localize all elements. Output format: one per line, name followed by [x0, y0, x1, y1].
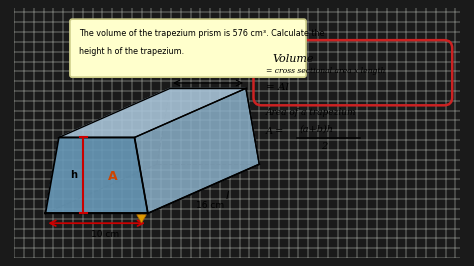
Polygon shape [46, 138, 148, 213]
Polygon shape [59, 88, 246, 138]
Text: height h of the trapezium.: height h of the trapezium. [79, 47, 184, 56]
Text: = cross sectional area x length: = cross sectional area x length [266, 67, 385, 75]
Text: h: h [70, 171, 77, 180]
Text: A: A [108, 170, 118, 183]
Text: The volume of the trapezium prism is 576 cm³. Calculate the: The volume of the trapezium prism is 576… [79, 30, 324, 38]
Text: l: l [226, 192, 229, 201]
Text: 16 cm: 16 cm [196, 201, 224, 210]
Text: = Al: = Al [266, 82, 289, 92]
Text: Area of a trapezium: Area of a trapezium [266, 109, 356, 118]
Text: Volume: Volume [273, 54, 314, 64]
Polygon shape [135, 88, 259, 213]
Text: 8 cm: 8 cm [197, 69, 219, 78]
Text: 2: 2 [321, 142, 327, 151]
FancyBboxPatch shape [70, 19, 306, 77]
Text: A =: A = [266, 127, 284, 136]
Text: (a+b)h: (a+b)h [300, 125, 333, 134]
Text: 10 cm: 10 cm [91, 230, 119, 239]
